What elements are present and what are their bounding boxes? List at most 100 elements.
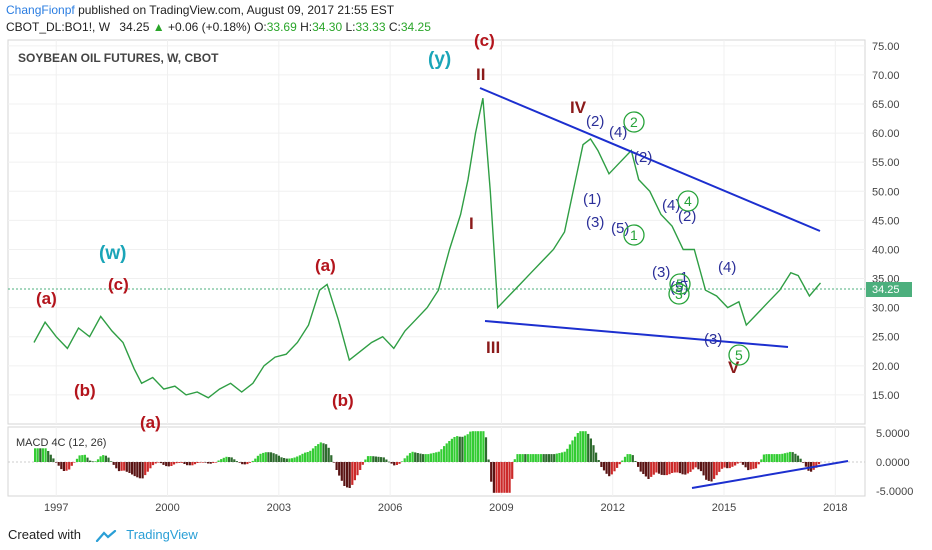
y-tick-label: 30.00 [872,303,900,315]
macd-bar [781,453,784,462]
macd-bar [359,462,362,470]
low-label: L: [345,20,356,34]
macd-bar [259,453,262,462]
macd-bar [60,462,63,470]
x-tick-label: 2006 [378,502,402,514]
macd-bar [351,462,354,485]
macd-bar [513,459,516,462]
macd-bar [600,462,603,467]
macd-bar [783,453,786,462]
y-tick-label: 55.00 [872,157,900,169]
macd-bar [521,454,524,462]
macd-bar [741,462,744,465]
macd-bar [597,460,600,462]
wave-label: (4) [609,124,627,141]
wave-label: IV [570,98,587,117]
open-value: 33.69 [266,20,297,34]
wave-label: 5 [735,347,743,363]
macd-bar [610,462,613,475]
macd-bar [317,444,320,462]
macd-bar [277,455,280,462]
macd-bar [217,460,220,462]
published-text: published on TradingView.com, August 09,… [78,3,395,17]
macd-bar [288,458,291,462]
macd-bar [335,462,338,470]
macd-bar [125,462,128,472]
macd-bar [697,462,700,470]
macd-bar [301,453,304,462]
macd-bar [692,462,695,470]
macd-bar [689,462,692,472]
macd-bar [364,459,367,462]
y-tick-label: 65.00 [872,99,900,111]
macd-bar [440,449,443,462]
macd-bar [416,453,419,462]
macd-bar [731,462,734,467]
macd-bar [146,462,149,472]
macd-bar [144,462,147,476]
macd-bar [469,431,472,462]
macd-bar [660,462,663,475]
macd-bar [458,436,461,462]
x-tick-label: 2009 [489,502,513,514]
y-tick-label: 50.00 [872,186,900,198]
macd-bar [671,462,674,473]
price-chart[interactable]: 75.0070.0065.0060.0055.0050.0045.0040.00… [0,0,932,520]
macd-bar [272,453,275,462]
macd-bar [99,456,102,462]
macd-bar [220,459,223,462]
macd-bar [545,454,548,462]
author-link[interactable]: ChangFionpf [6,3,75,17]
tradingview-logo-icon [95,529,116,542]
tradingview-brand[interactable]: TradingView [126,527,198,542]
macd-bar [91,461,94,462]
macd-bar [474,431,477,462]
macd-bar [723,462,726,468]
macd-tick-label: 5.0000 [876,428,910,440]
macd-bar [613,462,616,472]
macd-bar [49,454,52,462]
macd-bar [623,456,627,462]
wave-label: (y) [428,49,451,70]
macd-bar [652,462,655,475]
macd-bar [117,462,121,472]
wave-label: (c) [474,31,495,50]
macd-bar [490,462,493,482]
macd-bar [484,437,488,462]
macd-bar [595,452,598,462]
wave-circle [669,273,691,295]
macd-bar [443,446,446,462]
chart-title: SOYBEAN OIL FUTURES, W, CBOT [18,51,219,65]
macd-bar [172,462,176,465]
macd-bar [235,461,238,462]
macd-bar [325,444,328,462]
macd-bar [262,452,265,462]
y-tick-label: 25.00 [872,332,900,344]
macd-bar [686,462,689,474]
macd-bar [369,456,372,462]
wave-label: III [486,338,500,357]
wave-label: (2) [678,208,696,225]
macd-bar [799,458,802,462]
macd-bar [212,462,215,463]
macd-bar [338,462,341,476]
macd-bar [115,462,118,469]
macd-bar [243,462,246,465]
y-tick-label: 15.00 [872,390,900,402]
wave-label: (b) [332,391,354,410]
x-tick-label: 1997 [44,502,68,514]
macd-bar [437,451,440,462]
macd-bar [555,453,558,462]
x-tick-label: 2003 [267,502,291,514]
macd-bar [524,454,527,462]
macd-bar [57,462,60,466]
wave-circle [668,283,690,305]
macd-bar [765,454,768,462]
macd-bar [96,459,100,462]
macd-bar [762,454,765,462]
macd-bar [395,462,398,465]
macd-bar [180,462,183,463]
macd-bar [298,455,301,462]
macd-bar [812,462,815,470]
macd-bar [138,462,141,479]
